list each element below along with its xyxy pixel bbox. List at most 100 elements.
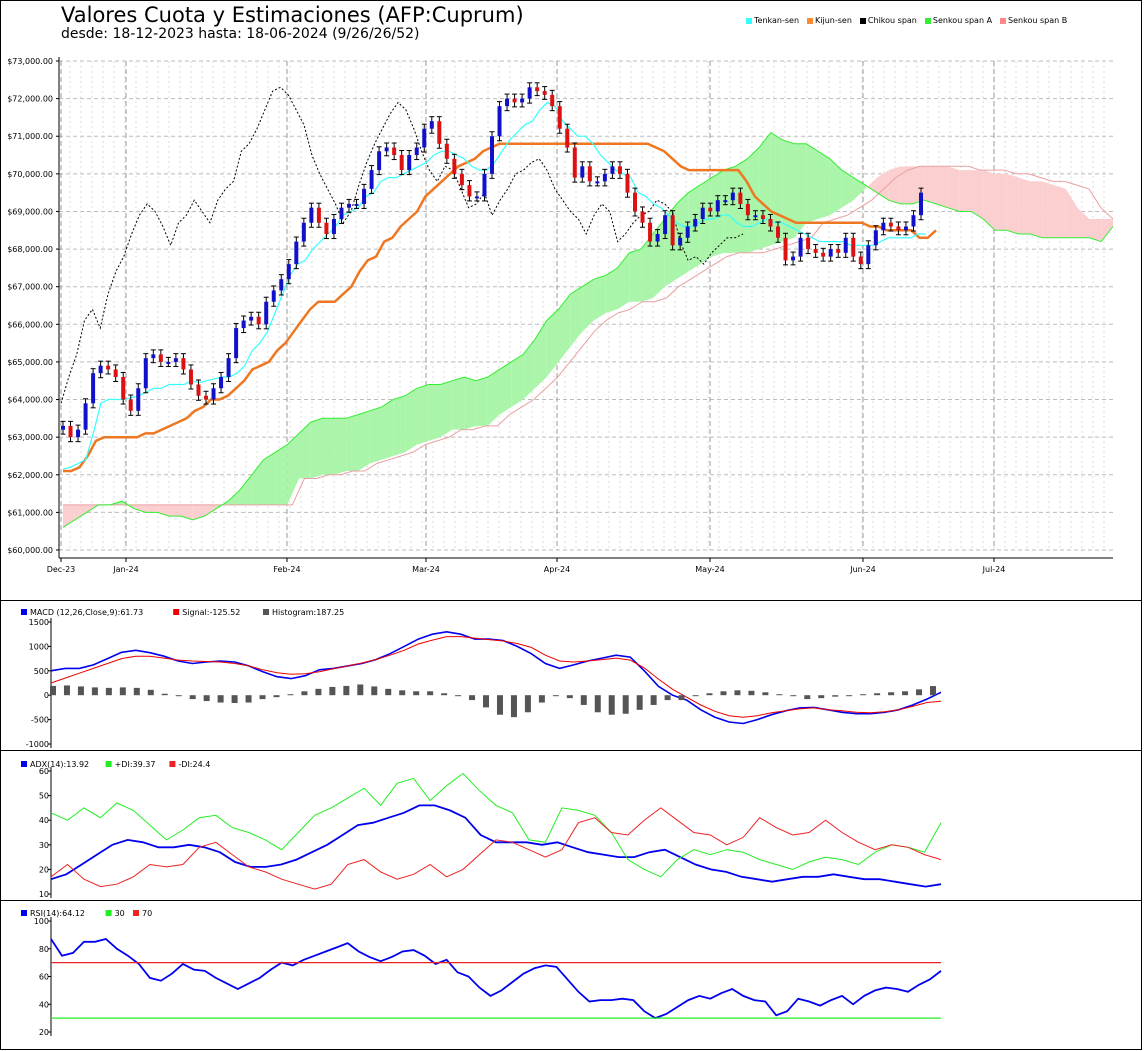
histogram-bar	[147, 689, 154, 696]
y-tick-label: 20	[39, 865, 49, 874]
candle-body	[234, 328, 239, 359]
candle-body	[490, 136, 494, 174]
candle-body	[98, 365, 103, 374]
histogram-bar	[608, 695, 615, 715]
y-tick-label: 50	[39, 792, 49, 801]
chart-legend: Tenkan-sen Kijun-sen Chikou span Senkou …	[746, 16, 1067, 25]
x-tick-label: Mar-24	[412, 565, 440, 574]
y-tick-label: 1500	[29, 618, 49, 627]
candle-body	[264, 301, 269, 325]
cloud-segment	[1006, 173, 1019, 235]
histogram-bar	[636, 695, 643, 710]
cloud-segment	[570, 286, 583, 347]
candle-body	[730, 192, 735, 201]
candle-body	[550, 94, 555, 107]
histogram-bar	[371, 686, 378, 696]
cloud-segment	[511, 354, 524, 408]
y-tick-label: $73,000.00	[7, 57, 53, 66]
legend-item-chikou: Chikou span	[859, 16, 917, 25]
candle-body	[565, 128, 570, 148]
cloud-segment	[251, 459, 264, 505]
series-line	[50, 630, 942, 725]
candle-body	[91, 373, 96, 404]
candle-body	[678, 237, 683, 246]
chikou-span-line	[60, 86, 744, 404]
histogram-bar	[790, 695, 797, 697]
y-tick-label: $60,000.00	[7, 546, 53, 555]
candle-body	[83, 403, 88, 430]
candle-body	[520, 98, 525, 103]
candle-body	[670, 215, 675, 246]
candle-body	[783, 237, 788, 261]
candle-body	[151, 354, 156, 359]
candle-body	[68, 425, 73, 438]
legend-swatch	[746, 17, 752, 24]
histogram-bar	[902, 691, 909, 696]
cloud-segment	[475, 376, 488, 426]
y-tick-label: 60	[39, 973, 49, 982]
y-tick-label: 10	[39, 890, 49, 899]
cloud-segment	[464, 376, 476, 430]
histogram-bar	[161, 693, 168, 696]
histogram-bar	[329, 686, 336, 696]
histogram-bar	[119, 687, 126, 696]
legend-label: ADX(14):13.92	[30, 760, 89, 769]
cloud-segment	[499, 361, 512, 415]
cloud-segment	[700, 177, 712, 265]
x-tick-label: Jan-24	[112, 565, 138, 574]
cloud-segment	[983, 170, 996, 231]
candle-body	[625, 173, 630, 193]
cloud-segment	[1065, 188, 1078, 238]
candle-body	[467, 185, 472, 197]
y-tick-label: $66,000.00	[7, 320, 53, 329]
cloud-segment	[487, 369, 500, 426]
candle-body	[858, 256, 863, 265]
cloud-segment	[605, 267, 618, 314]
legend-label: -DI:24.4	[178, 760, 210, 769]
cloud-segment	[428, 384, 441, 441]
histogram-bar	[846, 695, 853, 697]
kijun-sen-line	[63, 142, 937, 473]
candle-body	[459, 173, 464, 186]
cloud-segment	[287, 433, 299, 505]
cloud-segment	[1018, 177, 1031, 235]
candle-body	[113, 369, 118, 377]
cloud-segment	[416, 384, 429, 445]
candle-body	[655, 234, 660, 242]
cloud-segment	[534, 320, 547, 389]
histogram-bar	[259, 695, 266, 700]
cloud-segment	[145, 504, 158, 513]
candle-body	[339, 207, 344, 219]
candle-body	[685, 226, 690, 238]
cloud-segment	[688, 185, 701, 272]
candle-body	[143, 358, 148, 389]
y-tick-label: $68,000.00	[7, 245, 53, 254]
cloud-segment	[770, 132, 783, 246]
cloud-segment	[239, 474, 252, 505]
histogram-bar	[720, 691, 727, 696]
rsi-panel: 100 80 60 40 20 RSI(14):64.12 30 70	[0, 900, 1142, 1050]
histogram-bar	[413, 691, 420, 696]
histogram-bar	[357, 684, 364, 696]
candle-body	[738, 192, 743, 204]
legend-swatch	[105, 761, 112, 767]
candle-body	[836, 249, 841, 253]
candle-body	[813, 249, 818, 253]
y-tick-label: 100	[34, 917, 49, 926]
y-tick-label: $62,000.00	[7, 471, 53, 480]
x-tick-label: Dec-23	[47, 565, 76, 574]
candle-body	[437, 121, 442, 144]
series-line	[50, 772, 942, 878]
histogram-bar	[734, 690, 741, 696]
candle-body	[708, 207, 713, 212]
candle-body	[881, 222, 886, 231]
histogram-bar	[287, 694, 294, 696]
candle-body	[407, 155, 412, 171]
cloud-segment	[900, 166, 913, 204]
candle-body	[723, 200, 728, 203]
series-line	[50, 807, 942, 890]
histogram-bar	[706, 693, 713, 696]
candle-body	[587, 166, 592, 182]
candle-body	[414, 147, 419, 156]
cloud-segment	[310, 418, 323, 479]
